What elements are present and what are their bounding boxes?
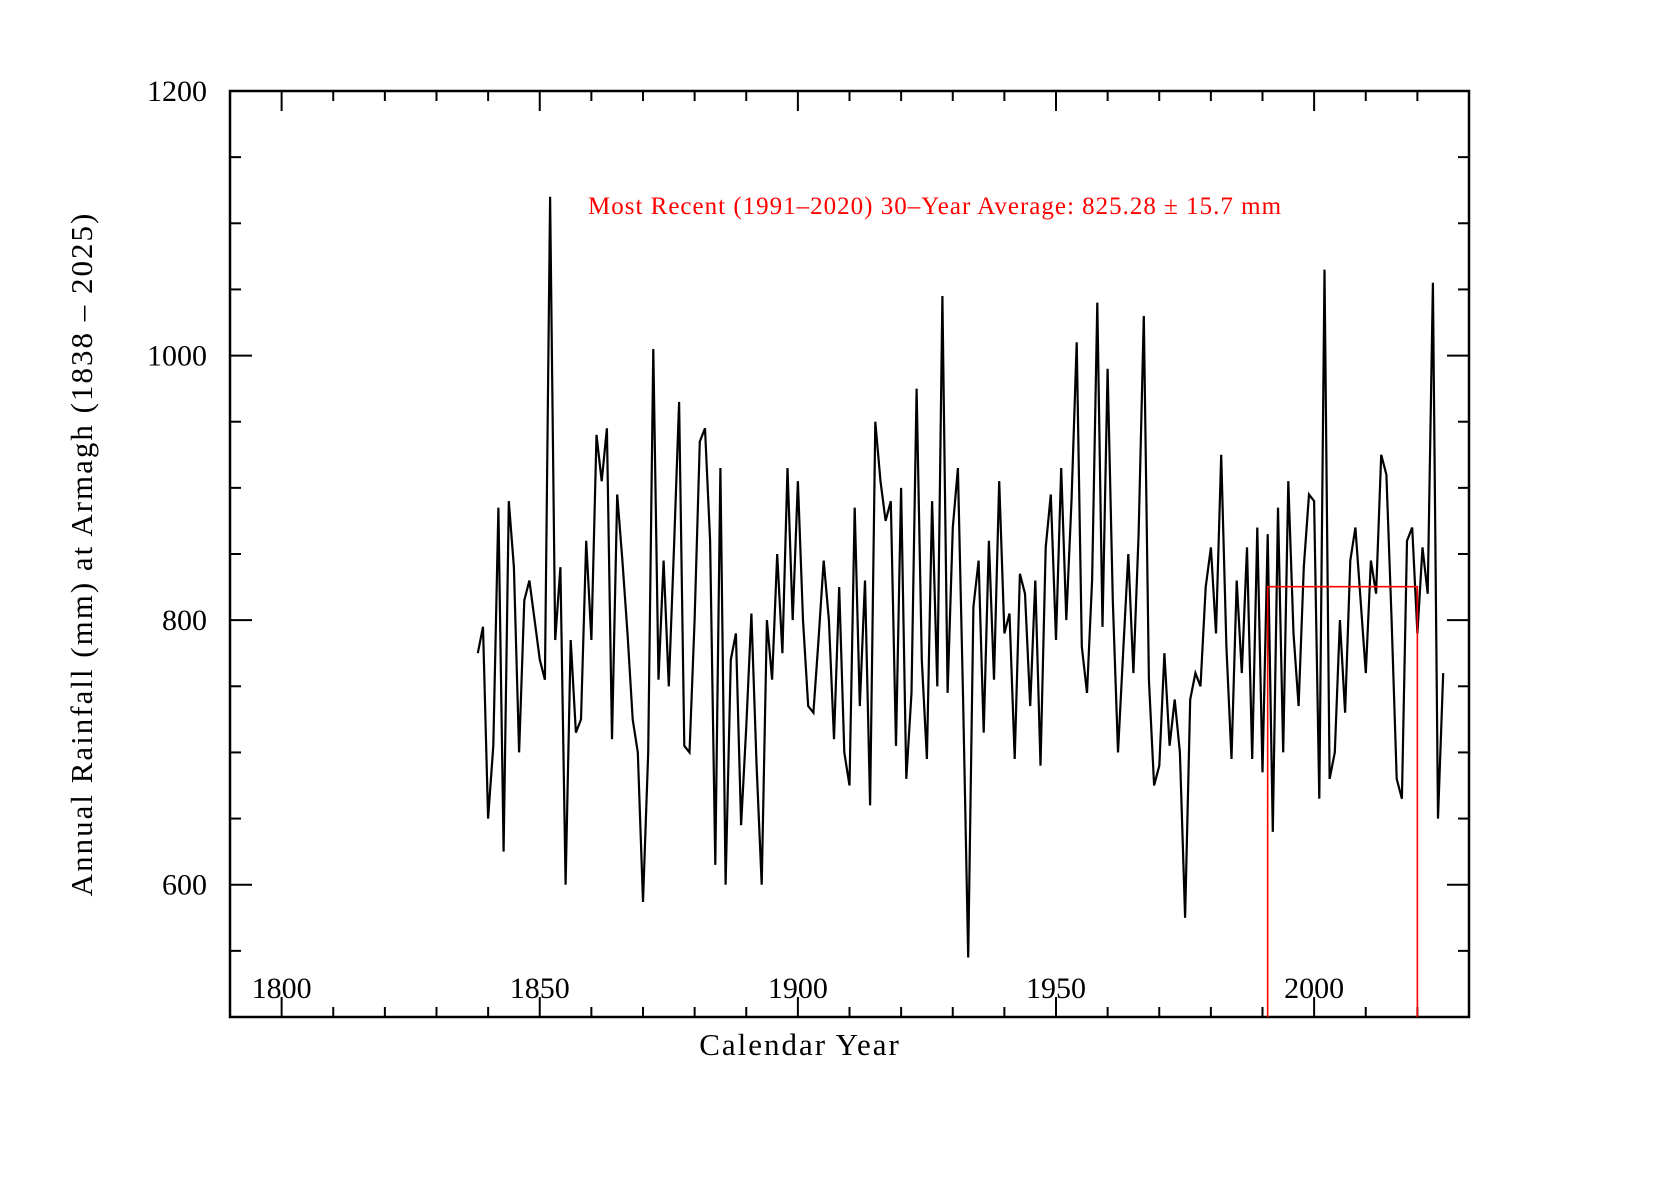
- y-tick-label: 600: [162, 869, 207, 902]
- x-tick-label: 2000: [1284, 972, 1344, 1005]
- y-tick-label: 1200: [147, 75, 207, 108]
- y-axis-title: Annual Rainfall (mm) at Armagh (1838 – 2…: [64, 212, 99, 897]
- average-annotation: Most Recent (1991–2020) 30–Year Average:…: [588, 193, 1282, 220]
- rainfall-series-line: [476, 196, 1445, 958]
- average-window-box: [1266, 585, 1419, 1017]
- x-tick-label: 1900: [768, 972, 828, 1005]
- x-tick-label: 1950: [1026, 972, 1086, 1005]
- y-tick-label: 1000: [147, 340, 207, 373]
- x-tick-label: 1850: [510, 972, 570, 1005]
- y-tick-label: 800: [162, 604, 207, 637]
- x-axis-title: Calendar Year: [699, 1027, 901, 1062]
- x-tick-label: 1800: [252, 972, 312, 1005]
